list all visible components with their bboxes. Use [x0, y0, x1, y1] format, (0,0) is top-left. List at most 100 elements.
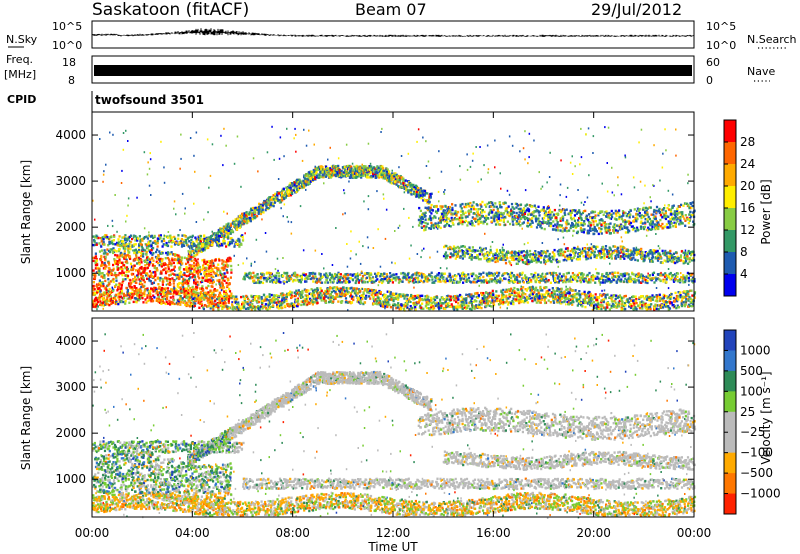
echo-cell: [140, 285, 143, 289]
echo-cell: [198, 306, 201, 309]
echo-cell: [124, 247, 127, 251]
echo-cell: [197, 269, 200, 272]
echo-cell: [100, 295, 103, 298]
echo-cell: [497, 299, 500, 303]
echo-cell: [165, 297, 169, 301]
echo-cell: [169, 296, 172, 299]
echo-cell: [197, 292, 200, 295]
echo-cell: [337, 300, 340, 303]
echo-cell: [264, 305, 267, 308]
echo-cell: [428, 227, 431, 230]
echo-cell: [266, 308, 269, 311]
echo-cell: [526, 297, 529, 300]
echo-cell: [399, 293, 402, 296]
echo-cell: [397, 184, 400, 188]
echo-cell: [219, 272, 222, 275]
echo-cell: [190, 290, 193, 294]
echo-cell: [361, 294, 364, 297]
echo-cell: [182, 268, 186, 271]
echo-cell: [103, 262, 106, 265]
echo-cell: [415, 185, 419, 188]
echo-cell: [314, 172, 317, 175]
echo-cell: [121, 261, 124, 264]
echo-cell: [645, 298, 648, 301]
echo-cell: [510, 302, 513, 305]
echo-cell: [98, 250, 102, 253]
echo-cell: [143, 280, 146, 284]
echo-cell: [321, 171, 324, 174]
echo-cell: [212, 264, 215, 267]
echo-cell: [95, 303, 98, 306]
echo-cell: [352, 296, 355, 299]
echo-cell: [597, 296, 600, 299]
echo-cell: [151, 256, 154, 260]
nave-tick-bottom: 0: [706, 74, 713, 87]
echo-cell: [135, 297, 138, 300]
echo-cell: [449, 295, 452, 298]
echo-cell: [225, 228, 228, 232]
echo-cell: [381, 165, 384, 168]
echo-cell: [229, 276, 232, 279]
echo-cell: [267, 304, 270, 307]
echo-cell: [101, 272, 104, 275]
echo-cell: [397, 298, 400, 301]
echo-cell: [374, 292, 377, 295]
echo-cell: [181, 273, 184, 276]
echo-cell: [392, 299, 395, 303]
echo-cell: [417, 189, 420, 192]
echo-cell: [663, 294, 667, 298]
echo-cell: [349, 292, 353, 295]
echo-cell: [383, 174, 386, 177]
echo-cell: [134, 292, 137, 295]
echo-cell: [181, 297, 184, 300]
echo-cell: [517, 288, 520, 291]
echo-cell: [140, 245, 143, 248]
echo-cell: [649, 295, 652, 299]
echo-cell: [418, 221, 421, 224]
echo-cell: [583, 293, 586, 296]
echo-cell: [138, 256, 141, 260]
echo-cell: [257, 205, 261, 209]
echo-cell: [313, 288, 316, 292]
echo-cell: [125, 286, 128, 290]
echo-cell: [620, 308, 623, 311]
echo-cell: [94, 264, 97, 267]
echo-cell: [638, 306, 642, 310]
echo-cell: [477, 218, 480, 222]
echo-cell: [391, 174, 394, 178]
echo-cell: [440, 207, 443, 211]
echo-cell: [350, 167, 353, 170]
echo-cell: [472, 295, 475, 298]
echo-cell: [258, 300, 261, 304]
echo-cell: [305, 290, 308, 294]
echo-cell: [444, 224, 447, 227]
echo-cell: [474, 292, 477, 295]
echo-cell: [468, 205, 471, 208]
echo-cell: [439, 226, 442, 230]
echo-cell: [114, 259, 117, 263]
echo-cell: [580, 301, 583, 304]
echo-cell: [152, 259, 155, 262]
echo-cell: [666, 297, 669, 300]
echo-cell: [372, 295, 375, 298]
echo-cell: [161, 258, 164, 261]
echo-cell: [396, 294, 399, 297]
echo-cell: [384, 305, 387, 308]
echo-cell: [179, 286, 182, 289]
echo-cell: [112, 280, 115, 284]
echo-cell: [421, 294, 424, 297]
echo-cell: [169, 292, 172, 295]
echo-cell: [227, 298, 230, 301]
echo-cell: [268, 306, 271, 309]
echo-cell: [590, 304, 593, 307]
echo-cell: [115, 300, 118, 304]
echo-cell: [250, 305, 253, 308]
echo-cell: [220, 304, 223, 307]
echo-cell: [189, 287, 192, 290]
echo-cell: [202, 266, 205, 269]
echo-cell: [265, 298, 268, 301]
echo-cell: [162, 263, 165, 267]
echo-cell: [140, 251, 143, 255]
echo-cell: [324, 289, 327, 293]
echo-cell: [527, 287, 530, 290]
